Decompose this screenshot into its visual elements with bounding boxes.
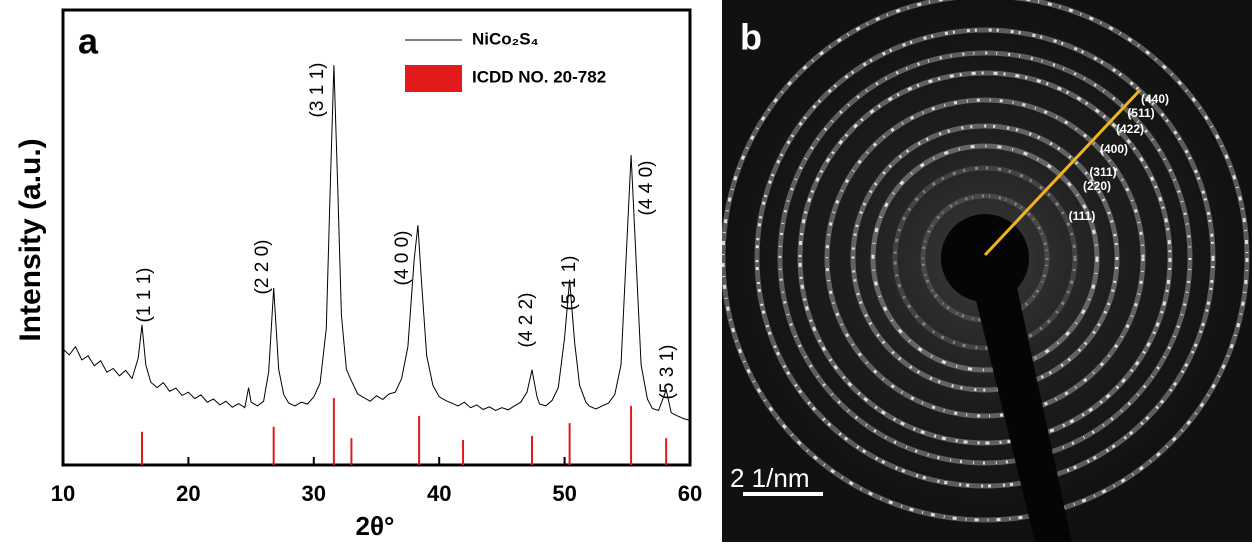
diffraction-ring [722,0,1249,522]
beam-stopper [973,278,1072,542]
x-tick-label: 60 [678,481,702,506]
ring-label: (311) [1089,165,1116,179]
ring-label: (422) [1116,122,1144,136]
panel-label: a [78,21,99,62]
ring-label: (220) [1083,179,1111,193]
x-tick-label: 10 [51,481,75,506]
x-axis-label: 2θ° [356,511,395,541]
peak-label: (1 1 1) [134,268,155,323]
peak-label: (3 1 1) [307,63,328,118]
x-tick-label: 30 [302,481,326,506]
diffraction-ring [825,98,1145,418]
xrd-line [62,65,691,421]
diffraction-ring [893,166,1077,350]
legend-label: ICDD NO. 20-782 [472,67,606,86]
diffraction-ring [921,194,1049,322]
measure-line [983,88,1142,257]
legend-label: NiCo₂S₄ [472,29,539,48]
peak-label: (4 2 2) [516,293,537,348]
ring-label: (111) [1069,209,1096,223]
peak-label: (4 4 0) [636,161,657,216]
diffraction-ring [778,51,1192,465]
y-axis-label: Intensity (a.u.) [14,138,47,341]
x-tick-label: 20 [176,481,200,506]
diffraction-ring [755,28,1215,488]
x-tick-label: 50 [552,481,576,506]
diffraction-ring [798,71,1172,445]
panel-label: b [740,17,762,58]
ring-label: (511) [1127,106,1154,120]
diffraction-ring [871,144,1099,372]
peak-label: (4 0 0) [392,231,413,286]
scale-bar-label: 2 1/nm [730,463,810,493]
saed-image: (111) (220)(311) (400) (422) (511)(440) 2 1/n… [722,0,1252,542]
ring-label: (440) [1141,92,1169,106]
peak-label: (5 1 1) [559,256,580,311]
peak-label: (2 2 0) [252,240,273,295]
diffraction-ring [892,165,1078,351]
peak-label: (5 3 1) [657,345,678,400]
beam-stopper [941,214,1029,302]
ring-label: (400) [1100,142,1128,156]
legend-swatch [405,65,462,92]
diffraction-ring [851,124,1119,392]
x-tick-label: 40 [427,481,451,506]
plot-frame [61,8,692,467]
